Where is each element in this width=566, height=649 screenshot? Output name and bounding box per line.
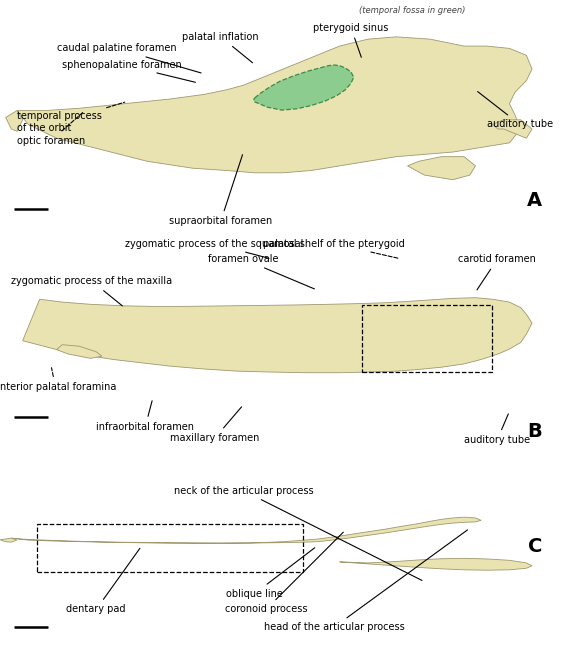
Text: coronoid process: coronoid process [225,532,344,615]
Polygon shape [408,156,475,180]
Polygon shape [23,298,532,373]
Polygon shape [0,538,17,542]
Text: neck of the articular process: neck of the articular process [174,485,422,580]
Bar [362,306,492,372]
Text: pterygoid sinus: pterygoid sinus [313,23,389,57]
Text: head of the articular process: head of the articular process [264,530,468,632]
Text: caudal palatine foramen: caudal palatine foramen [57,43,201,73]
Text: auditory tube: auditory tube [478,92,553,129]
Text: (temporal fossa in green): (temporal fossa in green) [359,6,466,15]
Polygon shape [340,558,532,570]
Text: infraorbital foramen: infraorbital foramen [96,401,194,432]
Text: supraorbital foramen: supraorbital foramen [169,154,272,227]
Text: palatal inflation: palatal inflation [182,32,259,63]
Text: oblique line: oblique line [226,548,315,598]
Text: foramen ovale: foramen ovale [208,254,314,289]
Text: sphenopalatine foramen: sphenopalatine foramen [62,60,195,82]
Text: optic foramen: optic foramen [17,112,85,145]
Polygon shape [17,37,532,173]
Polygon shape [11,517,481,543]
Polygon shape [492,120,532,138]
Text: palatal shelf of the pterygoid: palatal shelf of the pterygoid [263,239,405,258]
Text: auditory tube: auditory tube [464,414,530,445]
Text: maxillary foramen: maxillary foramen [170,407,260,443]
Polygon shape [6,110,23,131]
Bar [37,524,303,572]
Text: B: B [528,422,542,441]
Polygon shape [57,345,102,358]
Text: A: A [528,191,542,210]
Text: anterior palatal foramina: anterior palatal foramina [0,368,117,392]
Text: carotid foramen: carotid foramen [458,254,537,290]
Text: C: C [528,537,542,556]
Text: dentary pad: dentary pad [66,548,140,615]
Text: temporal process
of the orbit: temporal process of the orbit [17,102,125,133]
Text: zygomatic process of the squamosal: zygomatic process of the squamosal [125,239,303,258]
Text: zygomatic process of the maxilla: zygomatic process of the maxilla [11,276,173,306]
Polygon shape [254,65,354,110]
